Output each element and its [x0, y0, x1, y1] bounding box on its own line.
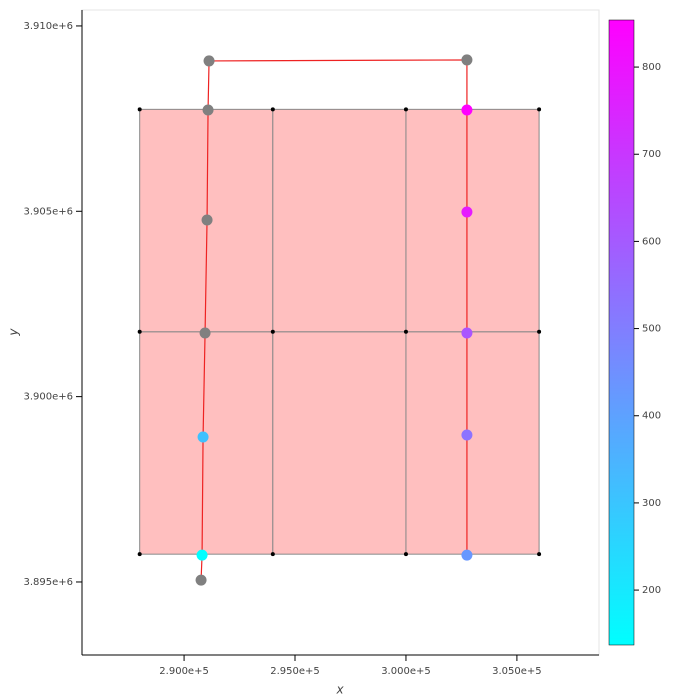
mesh-vertex: [403, 107, 408, 112]
mesh-cell: [405, 108, 540, 333]
point: [461, 429, 473, 441]
point: [461, 104, 473, 116]
point: [461, 549, 473, 561]
mesh-vertex: [270, 552, 275, 557]
point: [461, 327, 473, 339]
point: [196, 549, 208, 561]
mesh-cell: [139, 331, 274, 555]
point: [202, 104, 214, 116]
mesh-vertex: [137, 329, 142, 334]
point: [199, 327, 211, 339]
mesh-cell: [272, 331, 407, 555]
mesh-cell: [405, 331, 540, 555]
colorbar-tick-label: 600: [642, 236, 661, 247]
point: [197, 431, 209, 443]
point: [461, 206, 473, 218]
x-tick-label: 3.000e+5: [381, 666, 431, 677]
colorbar-tick-label: 400: [642, 411, 661, 422]
y-tick-label: 3.895e+6: [23, 577, 73, 588]
mesh-vertex: [403, 552, 408, 557]
mesh-vertex: [537, 552, 542, 557]
point: [195, 574, 207, 586]
point: [203, 55, 215, 67]
mesh-vertex: [537, 107, 542, 112]
x-axis-label: x: [335, 683, 344, 697]
mesh-vertex: [403, 329, 408, 334]
x-tick-label: 2.900e+5: [159, 666, 209, 677]
mesh-vertex: [537, 329, 542, 334]
mesh-vertex: [270, 107, 275, 112]
y-tick-label: 3.900e+6: [23, 392, 73, 403]
y-axis-label: y: [7, 328, 21, 337]
colorbar-tick-label: 800: [642, 62, 661, 73]
y-tick-label: 3.905e+6: [23, 206, 73, 217]
point: [201, 214, 213, 226]
colorbar-tick-label: 500: [642, 324, 661, 335]
x-tick-label: 2.950e+5: [270, 666, 320, 677]
colorbar-tick-label: 300: [642, 498, 661, 509]
colorbar: [608, 19, 635, 646]
x-tick-label: 3.050e+5: [492, 666, 542, 677]
mesh-vertex: [270, 329, 275, 334]
colorbar-tick-label: 700: [642, 149, 661, 160]
point: [461, 54, 473, 66]
mesh-vertex: [137, 552, 142, 557]
mesh-vertex: [137, 107, 142, 112]
y-tick-label: 3.910e+6: [23, 21, 73, 32]
colorbar-tick-label: 200: [642, 585, 661, 596]
mesh-cell: [272, 108, 407, 333]
